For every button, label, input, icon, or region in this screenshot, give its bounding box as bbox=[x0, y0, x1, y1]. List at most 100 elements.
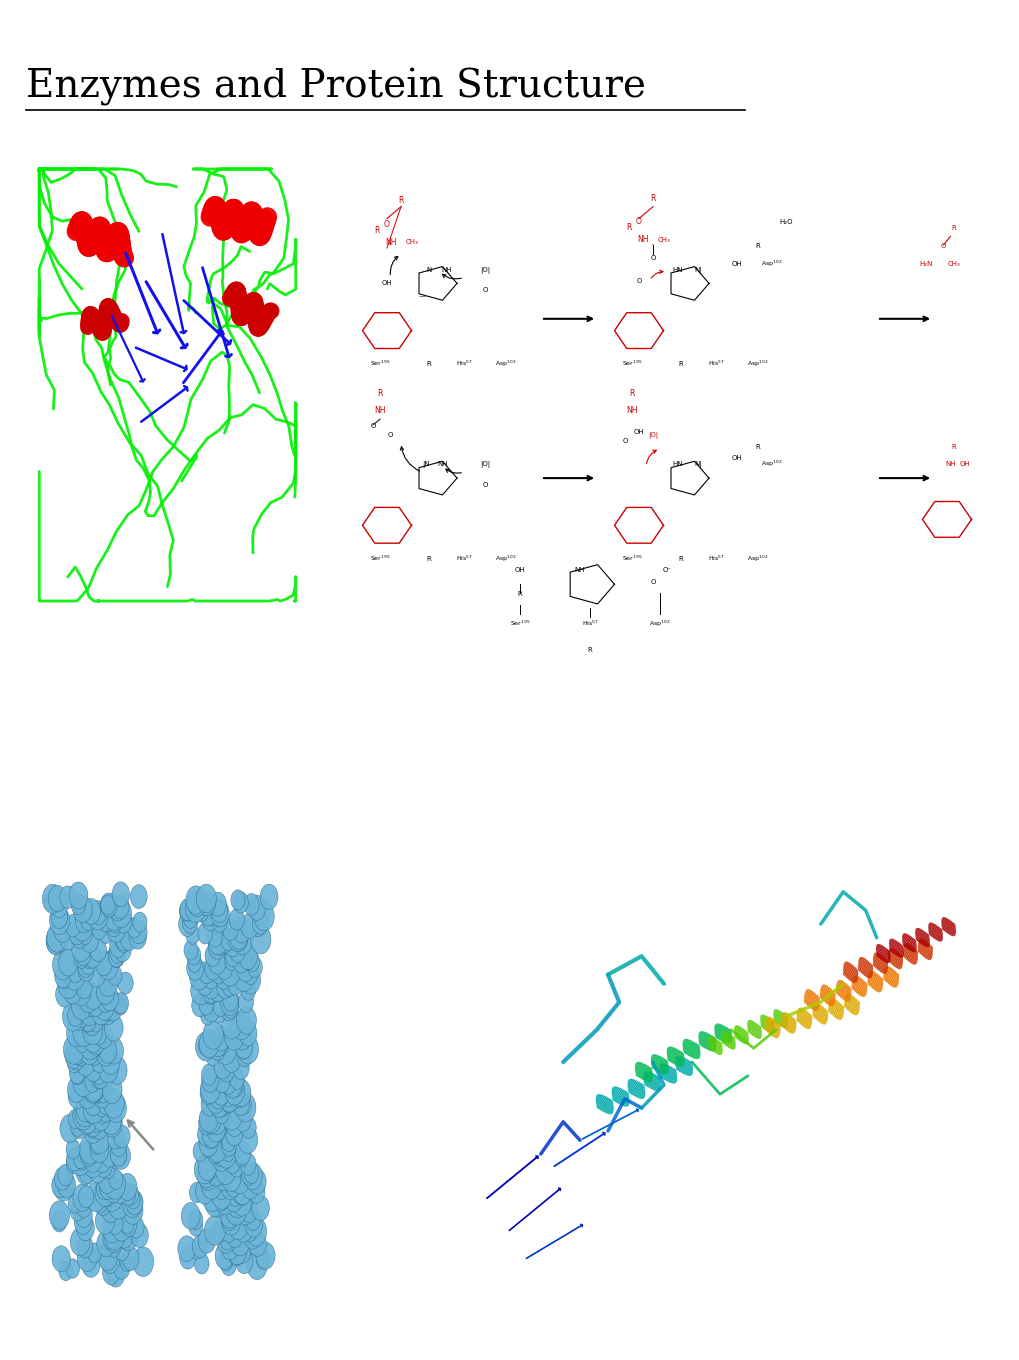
Circle shape bbox=[48, 885, 66, 911]
Polygon shape bbox=[888, 949, 897, 968]
Polygon shape bbox=[643, 1076, 653, 1091]
Polygon shape bbox=[765, 1017, 775, 1038]
Circle shape bbox=[72, 1100, 94, 1130]
Circle shape bbox=[74, 1030, 91, 1053]
Text: OH: OH bbox=[633, 428, 644, 435]
Polygon shape bbox=[916, 948, 919, 955]
Polygon shape bbox=[658, 1065, 673, 1084]
Polygon shape bbox=[644, 1064, 652, 1074]
Circle shape bbox=[119, 923, 139, 951]
Circle shape bbox=[215, 1187, 234, 1214]
Circle shape bbox=[225, 1122, 243, 1146]
Polygon shape bbox=[827, 1005, 833, 1016]
Circle shape bbox=[122, 1195, 143, 1224]
Text: His$^{57}$: His$^{57}$ bbox=[707, 359, 723, 369]
Text: N: N bbox=[426, 267, 431, 272]
Polygon shape bbox=[615, 1087, 629, 1104]
Text: His$^{57}$: His$^{57}$ bbox=[707, 554, 723, 563]
Polygon shape bbox=[819, 990, 825, 1004]
Circle shape bbox=[193, 1141, 208, 1161]
Polygon shape bbox=[951, 922, 955, 928]
Circle shape bbox=[76, 1050, 95, 1076]
Circle shape bbox=[204, 1112, 218, 1134]
Polygon shape bbox=[882, 976, 886, 982]
Circle shape bbox=[252, 1195, 269, 1220]
Circle shape bbox=[100, 997, 117, 1021]
Polygon shape bbox=[895, 951, 902, 964]
Circle shape bbox=[65, 1042, 84, 1068]
Circle shape bbox=[201, 904, 219, 930]
Circle shape bbox=[249, 1168, 266, 1194]
Circle shape bbox=[229, 1164, 250, 1194]
Circle shape bbox=[215, 1243, 233, 1269]
Polygon shape bbox=[678, 1055, 692, 1074]
Polygon shape bbox=[650, 1057, 662, 1074]
Polygon shape bbox=[762, 1015, 774, 1032]
Circle shape bbox=[74, 1149, 89, 1170]
Polygon shape bbox=[908, 934, 916, 948]
Polygon shape bbox=[846, 985, 851, 994]
Circle shape bbox=[76, 1216, 94, 1240]
Text: Ser$^{195}$: Ser$^{195}$ bbox=[622, 554, 642, 563]
Polygon shape bbox=[749, 1020, 761, 1039]
Polygon shape bbox=[857, 959, 866, 978]
Polygon shape bbox=[632, 1078, 645, 1096]
Polygon shape bbox=[937, 926, 942, 933]
Polygon shape bbox=[816, 996, 819, 1001]
Circle shape bbox=[200, 1136, 216, 1157]
Polygon shape bbox=[671, 1068, 677, 1074]
Text: Asp$^{102}$: Asp$^{102}$ bbox=[649, 619, 671, 628]
Polygon shape bbox=[849, 986, 852, 990]
Circle shape bbox=[206, 1047, 219, 1066]
Circle shape bbox=[102, 1107, 121, 1134]
Polygon shape bbox=[903, 944, 914, 964]
Polygon shape bbox=[923, 940, 931, 957]
Circle shape bbox=[74, 926, 89, 947]
Circle shape bbox=[215, 1035, 236, 1065]
Circle shape bbox=[199, 1163, 218, 1190]
Text: Asp$^{102}$: Asp$^{102}$ bbox=[495, 554, 517, 564]
Circle shape bbox=[69, 1040, 87, 1065]
Circle shape bbox=[92, 1053, 106, 1073]
Polygon shape bbox=[829, 998, 840, 1020]
Circle shape bbox=[198, 923, 212, 944]
Text: O: O bbox=[387, 432, 392, 438]
Circle shape bbox=[221, 1164, 240, 1191]
Circle shape bbox=[57, 966, 73, 989]
Polygon shape bbox=[852, 975, 863, 997]
Polygon shape bbox=[902, 949, 907, 962]
Polygon shape bbox=[946, 918, 955, 933]
Circle shape bbox=[120, 1183, 136, 1205]
Polygon shape bbox=[819, 993, 822, 1001]
Circle shape bbox=[98, 951, 118, 981]
Circle shape bbox=[56, 982, 73, 1008]
Circle shape bbox=[199, 994, 213, 1015]
Polygon shape bbox=[875, 945, 887, 963]
Circle shape bbox=[103, 1261, 119, 1285]
Circle shape bbox=[98, 1243, 117, 1270]
Polygon shape bbox=[862, 957, 872, 976]
Circle shape bbox=[199, 1035, 213, 1055]
Circle shape bbox=[202, 1119, 221, 1148]
Circle shape bbox=[227, 1227, 243, 1248]
Polygon shape bbox=[876, 974, 882, 987]
Circle shape bbox=[69, 883, 88, 908]
Circle shape bbox=[96, 978, 114, 1005]
Polygon shape bbox=[797, 1008, 807, 1030]
Circle shape bbox=[86, 990, 105, 1016]
Circle shape bbox=[51, 894, 67, 918]
Polygon shape bbox=[717, 1024, 732, 1042]
Circle shape bbox=[201, 1005, 214, 1025]
Polygon shape bbox=[883, 967, 893, 987]
Circle shape bbox=[233, 1106, 252, 1132]
Polygon shape bbox=[913, 948, 917, 956]
Polygon shape bbox=[941, 921, 950, 936]
Polygon shape bbox=[635, 1069, 643, 1080]
Polygon shape bbox=[666, 1047, 681, 1066]
Polygon shape bbox=[917, 945, 922, 956]
Circle shape bbox=[75, 1202, 93, 1227]
Polygon shape bbox=[685, 1039, 700, 1058]
Circle shape bbox=[212, 1142, 231, 1171]
Circle shape bbox=[244, 1163, 259, 1183]
Circle shape bbox=[81, 952, 96, 975]
